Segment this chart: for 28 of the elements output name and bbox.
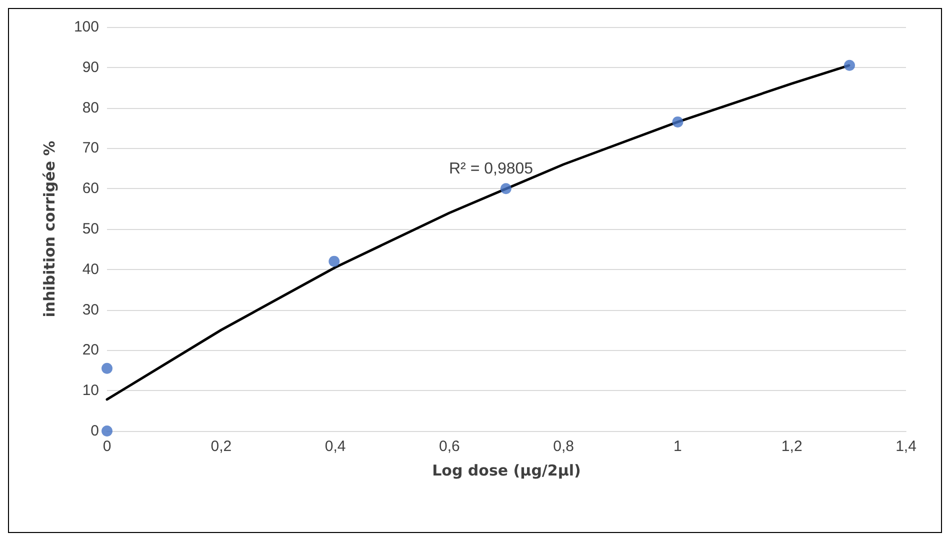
y-tick-label: 30 [82, 301, 99, 318]
point [672, 116, 684, 128]
point [102, 426, 112, 436]
point [102, 362, 112, 374]
x-tick-label: 1,2 [781, 438, 802, 455]
point [328, 256, 340, 267]
x-axis-title: Log dose (µg/2µl) [432, 462, 581, 480]
y-tick-label: 20 [82, 342, 99, 359]
y-tick-label: 0 [90, 422, 99, 440]
point [844, 60, 855, 71]
y-tick-label: 70 [82, 140, 99, 157]
y-tick-label: 80 [82, 99, 99, 116]
y-tick-label: 100 [74, 18, 99, 36]
annotation: R² = 0,9805 [449, 160, 534, 178]
x-tick-label: 0,6 [439, 438, 460, 455]
y-tick-label: 40 [82, 260, 99, 278]
y-tick-label: 10 [82, 382, 99, 400]
x-tick-label: 0,8 [553, 438, 574, 455]
x-tick-label: 0,4 [324, 438, 346, 455]
y-axis-title: inhibition corrigée % [40, 140, 58, 318]
y-tick-label: 60 [82, 180, 99, 198]
y-tick-label: 50 [82, 220, 99, 238]
x-tick-label: 1 [674, 438, 682, 455]
y-tick-label: 90 [82, 58, 99, 76]
x-tick-label: 0,2 [210, 438, 232, 455]
x-tick-label: 0 [102, 438, 112, 455]
point [500, 183, 512, 194]
x-tick-label: 1,4 [896, 438, 916, 455]
